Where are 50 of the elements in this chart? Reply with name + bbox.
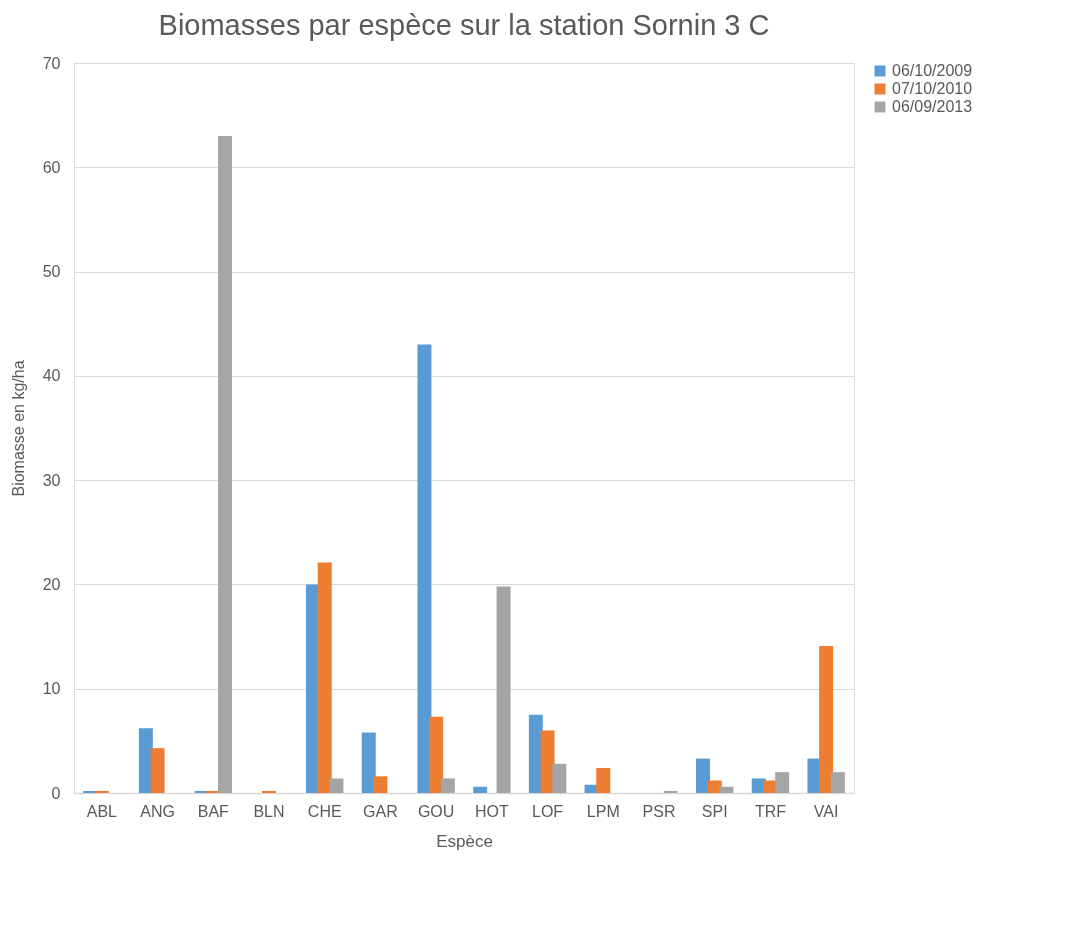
bar bbox=[94, 790, 109, 793]
y-tick-label: 60 bbox=[42, 158, 61, 176]
x-tick-label: BLN bbox=[253, 802, 285, 820]
y-tick-label: 20 bbox=[42, 575, 61, 593]
x-tick-label: GAR bbox=[363, 802, 398, 820]
bar bbox=[262, 790, 276, 793]
x-tick-label: SPI bbox=[701, 802, 728, 820]
legend-label: 07/10/2010 bbox=[892, 80, 973, 97]
bar bbox=[429, 716, 444, 793]
chart-title: Biomasses par espèce sur la station Sornin 3 C bbox=[158, 9, 770, 41]
bar bbox=[150, 748, 165, 793]
y-tick-label: 50 bbox=[42, 263, 61, 281]
bar bbox=[719, 786, 734, 793]
x-tick-label: LOF bbox=[532, 802, 564, 820]
bar bbox=[663, 790, 678, 793]
x-tick-label: PSR bbox=[642, 802, 676, 820]
y-tick-label: 10 bbox=[42, 680, 61, 698]
y-tick-label: 70 bbox=[42, 54, 61, 72]
x-tick-label: HOT bbox=[474, 802, 509, 820]
x-tick-label: TRF bbox=[754, 802, 787, 820]
x-axis-title: Espèce bbox=[436, 831, 493, 851]
x-tick-label: LPM bbox=[586, 802, 620, 820]
bar bbox=[218, 136, 232, 793]
bar bbox=[775, 772, 790, 793]
bar bbox=[329, 778, 344, 793]
y-tick-label: 0 bbox=[51, 784, 61, 802]
x-tick-label: GOU bbox=[417, 802, 455, 820]
bar bbox=[361, 732, 376, 793]
bar bbox=[417, 344, 432, 793]
bar bbox=[440, 778, 455, 793]
bar bbox=[830, 772, 845, 793]
x-tick-label: VAI bbox=[813, 802, 839, 820]
bar bbox=[696, 758, 710, 793]
bar bbox=[552, 763, 567, 793]
y-axis-title: Biomasse en kg/ha bbox=[9, 360, 27, 497]
bar bbox=[373, 776, 388, 793]
legend-label: 06/09/2013 bbox=[892, 98, 973, 115]
y-tick-label: 40 bbox=[42, 367, 61, 385]
bar bbox=[707, 780, 722, 793]
bar bbox=[473, 786, 488, 793]
bar bbox=[596, 767, 611, 793]
x-tick-label: BAF bbox=[197, 802, 230, 820]
bar bbox=[496, 586, 511, 793]
y-tick-label: 30 bbox=[42, 471, 61, 489]
bar bbox=[819, 645, 834, 793]
x-tick-label: ANG bbox=[140, 802, 175, 820]
x-tick-label: ABL bbox=[86, 802, 118, 820]
bar bbox=[317, 562, 332, 793]
x-tick-label: CHE bbox=[307, 802, 342, 820]
legend-label: 06/10/2009 bbox=[892, 62, 973, 79]
